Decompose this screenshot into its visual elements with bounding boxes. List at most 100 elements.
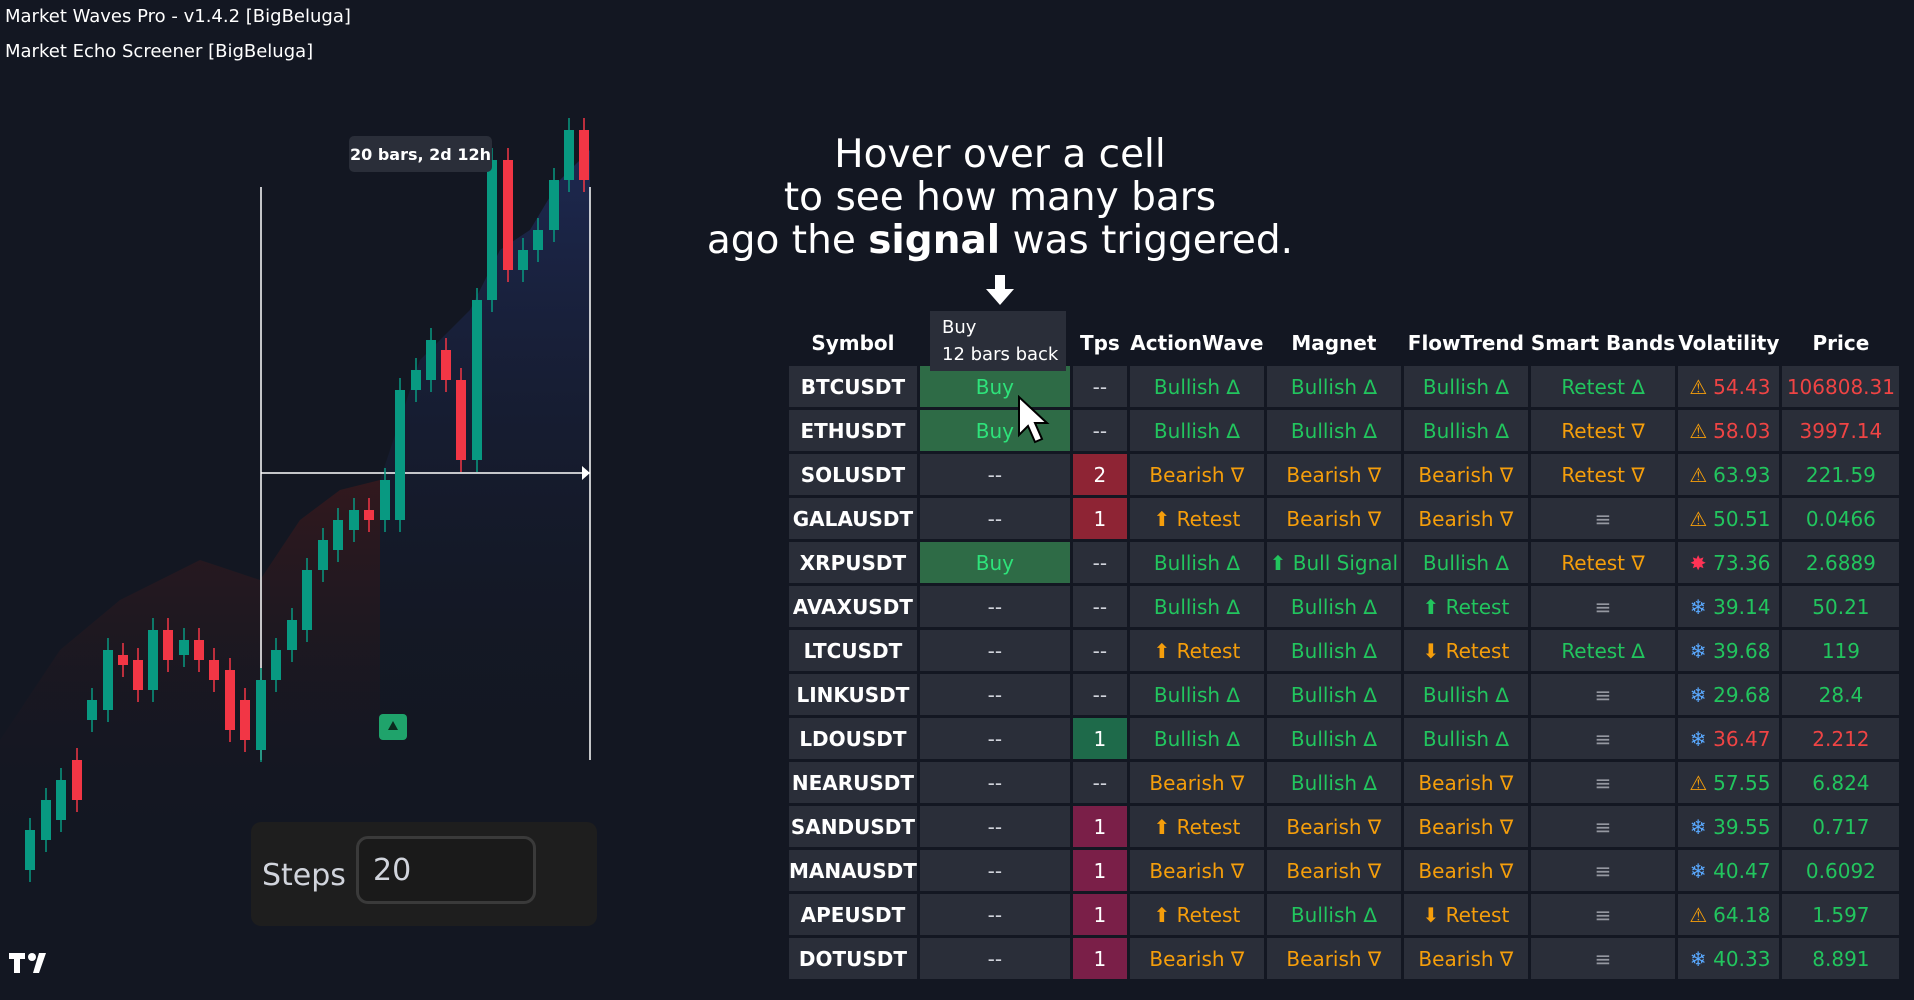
signal-cell[interactable]: --: [919, 498, 1070, 539]
volatility-cell[interactable]: ❄ 36.47: [1678, 718, 1780, 759]
flowtrend-cell[interactable]: Bearish ∇: [1403, 454, 1528, 495]
tps-cell[interactable]: 1: [1072, 806, 1127, 847]
volatility-cell[interactable]: ⚠ 50.51: [1678, 498, 1780, 539]
signal-cell[interactable]: --: [919, 938, 1070, 979]
tps-cell[interactable]: --: [1072, 630, 1127, 671]
smart-bands-cell[interactable]: Retest ∇: [1530, 410, 1676, 451]
price-cell[interactable]: 1.597: [1782, 894, 1900, 935]
flowtrend-cell[interactable]: Bullish ∆: [1403, 410, 1528, 451]
steps-input[interactable]: [356, 836, 536, 904]
magnet-cell[interactable]: Bullish ∆: [1266, 366, 1401, 407]
volatility-cell[interactable]: ✸ 73.36: [1678, 542, 1780, 583]
actionwave-cell[interactable]: Bullish ∆: [1129, 718, 1264, 759]
symbol-cell[interactable]: SANDUSDT: [789, 806, 917, 847]
tps-cell[interactable]: 1: [1072, 894, 1127, 935]
price-cell[interactable]: 8.891: [1782, 938, 1900, 979]
actionwave-cell[interactable]: Bullish ∆: [1129, 366, 1264, 407]
actionwave-cell[interactable]: Bullish ∆: [1129, 410, 1264, 451]
price-cell[interactable]: 28.4: [1782, 674, 1900, 715]
actionwave-cell[interactable]: Bullish ∆: [1129, 586, 1264, 627]
price-cell[interactable]: 0.717: [1782, 806, 1900, 847]
magnet-cell[interactable]: Bullish ∆: [1266, 586, 1401, 627]
magnet-cell[interactable]: Bearish ∇: [1266, 850, 1401, 891]
smart-bands-cell[interactable]: ≡: [1530, 498, 1676, 539]
flowtrend-cell[interactable]: Bullish ∆: [1403, 674, 1528, 715]
signal-cell[interactable]: --: [919, 586, 1070, 627]
signal-cell[interactable]: --: [919, 718, 1070, 759]
table-row[interactable]: SOLUSDT -- 2 Bearish ∇ Bearish ∇ Bearish ∇ Ret…: [789, 454, 1900, 495]
tradingview-logo[interactable]: [9, 951, 55, 977]
smart-bands-cell[interactable]: ≡: [1530, 586, 1676, 627]
tps-cell[interactable]: --: [1072, 762, 1127, 803]
magnet-cell[interactable]: Bullish ∆: [1266, 762, 1401, 803]
tps-cell[interactable]: --: [1072, 410, 1127, 451]
indicator-label-1[interactable]: Market Waves Pro - v1.4.2 [BigBeluga]: [5, 6, 351, 27]
table-row[interactable]: SANDUSDT -- 1 ⬆ Retest Bearish ∇ Bearish ∇ ≡ ❄ 3…: [789, 806, 1900, 847]
volatility-cell[interactable]: ⚠ 57.55: [1678, 762, 1780, 803]
signal-cell[interactable]: Buy: [919, 366, 1070, 407]
actionwave-cell[interactable]: Bearish ∇: [1129, 762, 1264, 803]
smart-bands-cell[interactable]: Retest ∆: [1530, 366, 1676, 407]
actionwave-cell[interactable]: Bearish ∇: [1129, 938, 1264, 979]
smart-bands-cell[interactable]: ≡: [1530, 762, 1676, 803]
price-cell[interactable]: 50.21: [1782, 586, 1900, 627]
magnet-cell[interactable]: Bearish ∇: [1266, 454, 1401, 495]
smart-bands-cell[interactable]: ≡: [1530, 894, 1676, 935]
price-cell[interactable]: 2.6889: [1782, 542, 1900, 583]
smart-bands-cell[interactable]: Retest ∇: [1530, 454, 1676, 495]
symbol-cell[interactable]: ETHUSDT: [789, 410, 917, 451]
magnet-cell[interactable]: Bullish ∆: [1266, 718, 1401, 759]
tps-cell[interactable]: 1: [1072, 718, 1127, 759]
flowtrend-cell[interactable]: ⬇ Retest: [1403, 894, 1528, 935]
volatility-cell[interactable]: ❄ 39.14: [1678, 586, 1780, 627]
symbol-cell[interactable]: LINKUSDT: [789, 674, 917, 715]
symbol-cell[interactable]: LTCUSDT: [789, 630, 917, 671]
smart-bands-cell[interactable]: ≡: [1530, 806, 1676, 847]
signal-cell[interactable]: --: [919, 894, 1070, 935]
symbol-cell[interactable]: DOTUSDT: [789, 938, 917, 979]
price-cell[interactable]: 0.0466: [1782, 498, 1900, 539]
magnet-cell[interactable]: ⬆ Bull Signal: [1266, 542, 1401, 583]
signal-cell[interactable]: --: [919, 454, 1070, 495]
volatility-cell[interactable]: ❄ 39.68: [1678, 630, 1780, 671]
flowtrend-cell[interactable]: Bullish ∆: [1403, 366, 1528, 407]
table-row[interactable]: BTCUSDT Buy -- Bullish ∆ Bullish ∆ Bullish ∆ R…: [789, 366, 1900, 407]
magnet-cell[interactable]: Bearish ∇: [1266, 806, 1401, 847]
table-row[interactable]: NEARUSDT -- -- Bearish ∇ Bullish ∆ Bearish ∇ ≡…: [789, 762, 1900, 803]
price-cell[interactable]: 106808.31: [1782, 366, 1900, 407]
price-cell[interactable]: 0.6092: [1782, 850, 1900, 891]
flowtrend-cell[interactable]: Bearish ∇: [1403, 806, 1528, 847]
price-cell[interactable]: 119: [1782, 630, 1900, 671]
table-row[interactable]: LDOUSDT -- 1 Bullish ∆ Bullish ∆ Bullish ∆ ≡ ❄ 3…: [789, 718, 1900, 759]
actionwave-cell[interactable]: ⬆ Retest: [1129, 498, 1264, 539]
volatility-cell[interactable]: ⚠ 64.18: [1678, 894, 1780, 935]
indicator-label-2[interactable]: Market Echo Screener [BigBeluga]: [5, 41, 314, 62]
table-row[interactable]: AVAXUSDT -- -- Bullish ∆ Bullish ∆ ⬆ Retest ≡ ❄…: [789, 586, 1900, 627]
smart-bands-cell[interactable]: ≡: [1530, 850, 1676, 891]
symbol-cell[interactable]: BTCUSDT: [789, 366, 917, 407]
symbol-cell[interactable]: SOLUSDT: [789, 454, 917, 495]
flowtrend-cell[interactable]: Bullish ∆: [1403, 718, 1528, 759]
magnet-cell[interactable]: Bearish ∇: [1266, 938, 1401, 979]
signal-cell[interactable]: --: [919, 630, 1070, 671]
flowtrend-cell[interactable]: Bearish ∇: [1403, 498, 1528, 539]
magnet-cell[interactable]: Bullish ∆: [1266, 894, 1401, 935]
volatility-cell[interactable]: ⚠ 63.93: [1678, 454, 1780, 495]
price-cell[interactable]: 2.212: [1782, 718, 1900, 759]
signal-cell[interactable]: --: [919, 762, 1070, 803]
smart-bands-cell[interactable]: Retest ∇: [1530, 542, 1676, 583]
flowtrend-cell[interactable]: Bearish ∇: [1403, 762, 1528, 803]
smart-bands-cell[interactable]: ≡: [1530, 938, 1676, 979]
price-cell[interactable]: 6.824: [1782, 762, 1900, 803]
smart-bands-cell[interactable]: ≡: [1530, 674, 1676, 715]
volatility-cell[interactable]: ❄ 39.55: [1678, 806, 1780, 847]
flowtrend-cell[interactable]: ⬆ Retest: [1403, 586, 1528, 627]
symbol-cell[interactable]: NEARUSDT: [789, 762, 917, 803]
actionwave-cell[interactable]: Bullish ∆: [1129, 674, 1264, 715]
volatility-cell[interactable]: ❄ 40.47: [1678, 850, 1780, 891]
actionwave-cell[interactable]: ⬆ Retest: [1129, 806, 1264, 847]
symbol-cell[interactable]: AVAXUSDT: [789, 586, 917, 627]
signal-cell[interactable]: Buy: [919, 410, 1070, 451]
signal-cell[interactable]: --: [919, 850, 1070, 891]
tps-cell[interactable]: 1: [1072, 498, 1127, 539]
